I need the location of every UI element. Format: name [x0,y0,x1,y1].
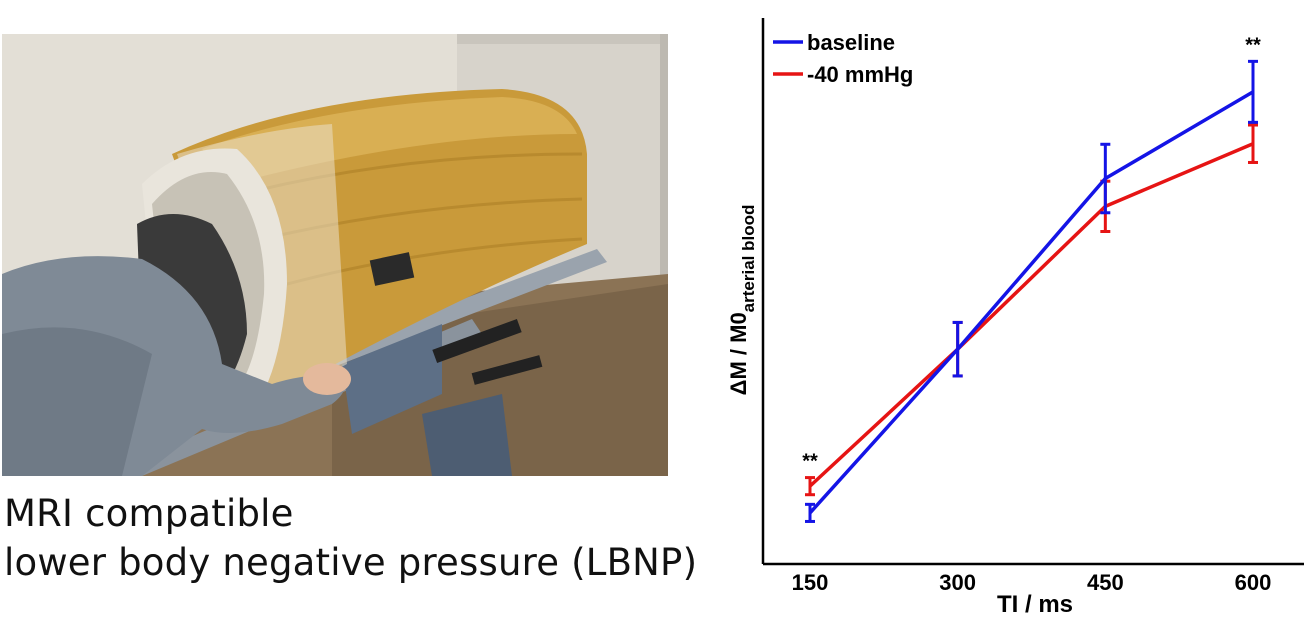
y-axis-label: ΔM / M0arterial blood [726,205,758,396]
lbnp-device-photo [2,34,668,476]
legend-label: baseline [807,30,895,55]
photo-bed-base [342,324,442,434]
photo-window-frame [457,34,668,44]
series--40-mmHg [805,123,1258,497]
y-axis-label-subscript: arterial blood [739,205,758,313]
caption-line-2: lower body negative pressure (LBNP) [4,541,698,584]
significance-marker: ** [802,451,818,473]
series-line [808,90,1254,515]
photo-person-shading [2,327,152,476]
series-baseline [805,59,1258,523]
x-tick-label: 450 [1087,570,1124,595]
chart-legend: baseline -40 mmHg [773,30,913,87]
photo-strap [471,355,543,385]
x-axis-label: TI / ms [997,591,1073,618]
significance-marker: ** [1245,34,1261,56]
series-line [808,142,1254,488]
photo-chamber-handle [369,252,415,286]
x-tick-label: 300 [939,570,976,595]
photo-person-hand [303,363,351,395]
photo-bed-support [422,394,512,476]
chart-axes [761,18,1304,566]
signal-chart: 150 300 450 600 baseline -40 mmHg ** ** TI / … [726,18,1304,618]
caption-line-1: MRI compatible [4,492,294,535]
x-tick-label: 150 [792,570,829,595]
photo-strap [432,319,522,363]
x-tick-label: 600 [1235,570,1272,595]
legend-label: -40 mmHg [807,62,913,87]
y-axis-label-main: ΔM / M0 [726,312,751,395]
photo-window-frame [660,34,668,294]
